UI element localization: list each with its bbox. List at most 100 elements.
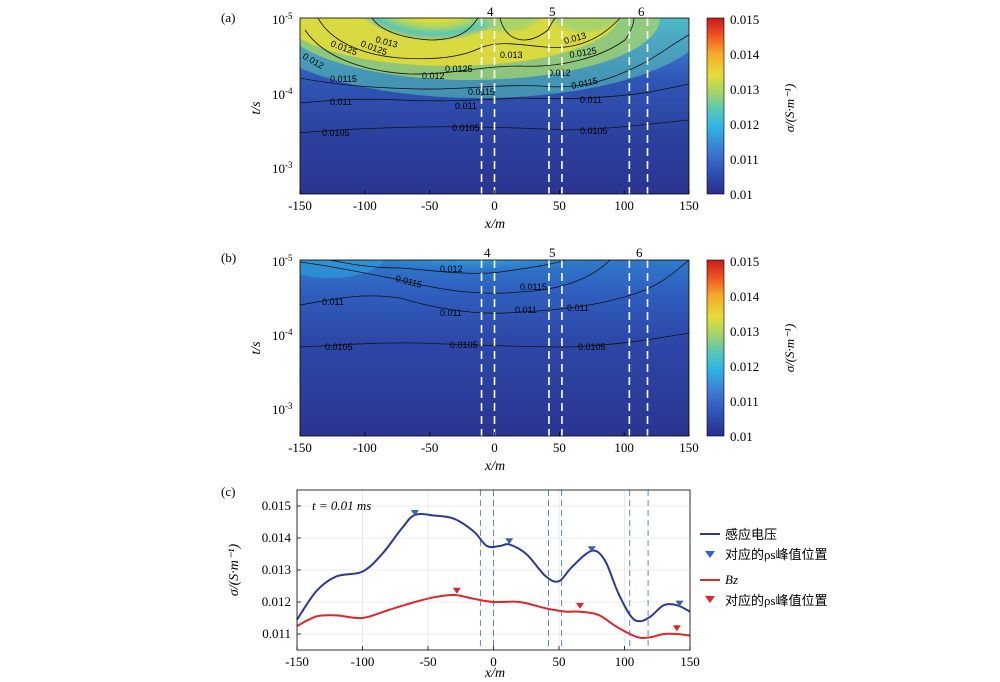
panel-a: (a) 0.0125 0.013 0.013 0.013 0.0125 0. [221, 4, 797, 232]
x-tick-label: -150 [288, 198, 312, 213]
x-axis-label-b: x/m [484, 459, 505, 474]
contour-a-0.011 [300, 83, 689, 104]
y-axis-label-a: t/s [249, 101, 264, 115]
legend-item-voltage-peak: 对应的ρs峰值位置 [705, 547, 828, 562]
x-tick-label: 100 [614, 440, 634, 455]
x-axis-label-c: x/m [484, 666, 505, 681]
x-axis-label-a: x/m [484, 217, 505, 232]
y-tick-label: 0.013 [262, 562, 291, 577]
contour-a-0.013-b [499, 18, 557, 41]
x-axis-b: -150 -100 -50 0 50 100 150 [288, 432, 699, 455]
colorbar-tick: 0.015 [730, 254, 759, 269]
x-tick-label: -100 [353, 198, 377, 213]
legend-item-bz: Bz [700, 572, 738, 587]
colorbar-tick: 0.01 [730, 187, 753, 202]
y-axis-label-b: t/s [249, 341, 264, 355]
y-tick: 10-4 [272, 327, 293, 343]
y-tick-label: 0.011 [262, 626, 291, 641]
colorbar-tick: 0.014 [730, 289, 760, 304]
contour-label: 0.011 [440, 308, 462, 318]
dashed-markers-a [480, 18, 649, 194]
colorbar-tick: 0.011 [730, 152, 759, 167]
contour-label: 0.0105 [450, 340, 478, 350]
x-tick-label: -50 [421, 440, 438, 455]
peak-marker [452, 587, 461, 594]
contour-label: 0.0125 [569, 45, 598, 60]
contour-label: 0.0115 [330, 74, 357, 84]
x-tick-label: 0 [491, 440, 498, 455]
y-tick-label: 0.014 [262, 530, 292, 545]
x-tick-label: -50 [421, 198, 438, 213]
y-tick: 10-5 [272, 253, 293, 269]
y-tick: 10-3 [272, 160, 293, 176]
contour-label: 0.0115 [468, 87, 495, 97]
y-tick-label: 0.012 [262, 594, 291, 609]
contour-label: 0.0125 [445, 64, 473, 74]
colorbar-tick: 0.01 [730, 429, 753, 444]
x-axis-a: -150 -100 -50 0 50 100 150 [288, 190, 699, 213]
legend-label: 对应的ρs峰值位置 [725, 547, 828, 562]
y-tick: 10-3 [272, 401, 293, 417]
peak-marker [505, 538, 514, 545]
peak-marker [675, 600, 684, 607]
series-line-bz [296, 593, 691, 640]
legend-label: 感应电压 [725, 527, 777, 542]
legend-label: 对应的ρs峰值位置 [725, 593, 828, 608]
time-annotation: t = 0.01 ms [312, 498, 371, 513]
x-tick-label: -50 [419, 654, 436, 669]
heatmap-a [300, 18, 689, 194]
colorbar-tick: 0.011 [730, 394, 759, 409]
colorbar-tick: 0.012 [730, 359, 759, 374]
contour-label: 0.011 [567, 303, 589, 313]
legend-label: Bz [725, 572, 738, 587]
legend: 感应电压 对应的ρs峰值位置 Bz 对应的ρs峰值位置 [700, 527, 828, 608]
x-tick-label: 50 [553, 440, 566, 455]
colorbar-tick: 0.013 [730, 324, 759, 339]
colorbar-tick: 0.014 [730, 47, 760, 62]
x-tick-label: 0 [491, 198, 498, 213]
contour-label: 0.011 [580, 95, 602, 105]
contour-a-0.0125 [317, 18, 621, 60]
marker-label-4: 4 [484, 245, 491, 260]
panel-b-label: (b) [221, 250, 236, 265]
contour-label: 0.012 [440, 264, 463, 274]
marker-label-5: 5 [549, 245, 556, 260]
legend-item-bz-peak: 对应的ρs峰值位置 [705, 593, 828, 608]
x-tick-label: 150 [680, 654, 700, 669]
contour-label: 0.0105 [322, 128, 350, 138]
dashed-markers-c [479, 490, 649, 650]
y-axis-label-c: σ/(S·m⁻¹) [227, 544, 242, 597]
contour-label: 0.013 [500, 50, 523, 60]
colorbar-label-a: σ/(S·m⁻¹) [782, 84, 797, 133]
contour-label: 0.012 [422, 71, 445, 81]
colorbar-tick: 0.012 [730, 117, 759, 132]
marker-label-5: 5 [549, 4, 556, 19]
x-tick-label: 100 [615, 654, 635, 669]
dashed-markers-b [480, 260, 649, 436]
y-axis-c: 0.015 0.014 0.013 0.012 0.011 [262, 498, 301, 641]
x-tick-label: 150 [679, 198, 699, 213]
marker-label-6: 6 [638, 4, 645, 19]
legend-item-voltage: 感应电压 [700, 527, 777, 542]
peak-marker [575, 602, 584, 609]
peak-marker [410, 510, 419, 517]
x-tick-label: 100 [614, 198, 634, 213]
y-tick: 10-5 [272, 11, 293, 27]
peak-marker [672, 625, 681, 632]
contour-b-0.0115 [300, 260, 611, 294]
series-line-voltage [296, 513, 691, 623]
contour-b-0.012 [329, 260, 566, 274]
contour-label: 0.011 [515, 305, 537, 315]
y-tick: 10-4 [272, 86, 293, 102]
contour-label: 0.0105 [578, 342, 606, 352]
contour-a-0.0115 [300, 34, 689, 90]
contour-label: 0.012 [548, 68, 571, 78]
contour-label: 0.0105 [580, 126, 608, 136]
panel-b: (b) 0.012 0.0115 0.0115 0.011 0.011 0.01… [221, 245, 797, 474]
peak-marker [587, 546, 596, 553]
y-tick-label: 0.015 [262, 498, 291, 513]
marker-label-6: 6 [636, 245, 643, 260]
colorbar-b: 0.015 0.014 0.013 0.012 0.011 0.01 σ/(S·… [706, 254, 797, 444]
contour-label: 0.0105 [452, 123, 480, 133]
